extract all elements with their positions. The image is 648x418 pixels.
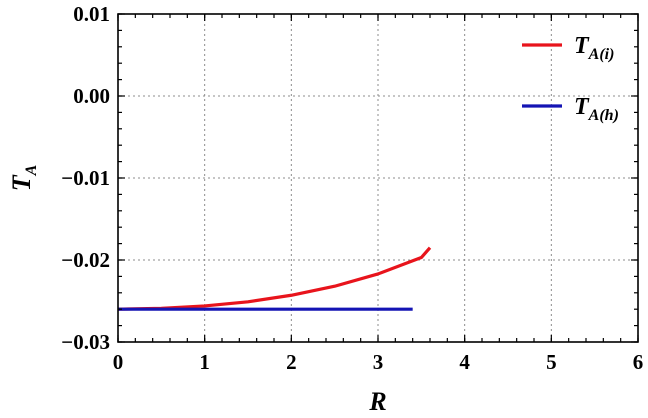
x-tick-label: 5: [546, 350, 557, 374]
series-layer: [117, 246, 432, 311]
y-tick-label: −0.01: [61, 166, 110, 190]
x-tick-label: 0: [113, 350, 124, 374]
series-line-t-a-i-: [117, 246, 432, 311]
y-axis-label-main: T: [7, 174, 36, 191]
tick-labels: 0 1 2 3 4 5 6 0.01 0.00 −0.01 −0.02 −0.03: [61, 2, 643, 374]
x-tick-label: 3: [373, 350, 384, 374]
y-tick-label: −0.03: [61, 330, 110, 354]
legend-label-sub: A(h): [588, 107, 619, 124]
grid-lines: [118, 14, 638, 342]
y-axis-label: TA: [7, 164, 40, 191]
legend-entry-label: TA(h): [574, 94, 619, 124]
legend: TA(i)TA(h): [522, 33, 619, 124]
legend-label-sub: A(i): [588, 46, 615, 63]
x-axis-label: R: [368, 387, 386, 416]
legend-label-main: T: [574, 33, 590, 59]
legend-entry-label: TA(i): [574, 33, 614, 63]
ticks: [117, 13, 639, 343]
x-tick-label: 1: [199, 350, 210, 374]
y-tick-label: −0.02: [61, 248, 110, 272]
x-tick-label: 2: [286, 350, 297, 374]
y-tick-label: 0.01: [73, 2, 110, 26]
y-axis-label-sub: A: [23, 164, 40, 176]
x-tick-label: 4: [459, 350, 470, 374]
y-tick-label: 0.00: [73, 84, 110, 108]
legend-label-main: T: [574, 94, 590, 120]
x-tick-label: 6: [633, 350, 644, 374]
